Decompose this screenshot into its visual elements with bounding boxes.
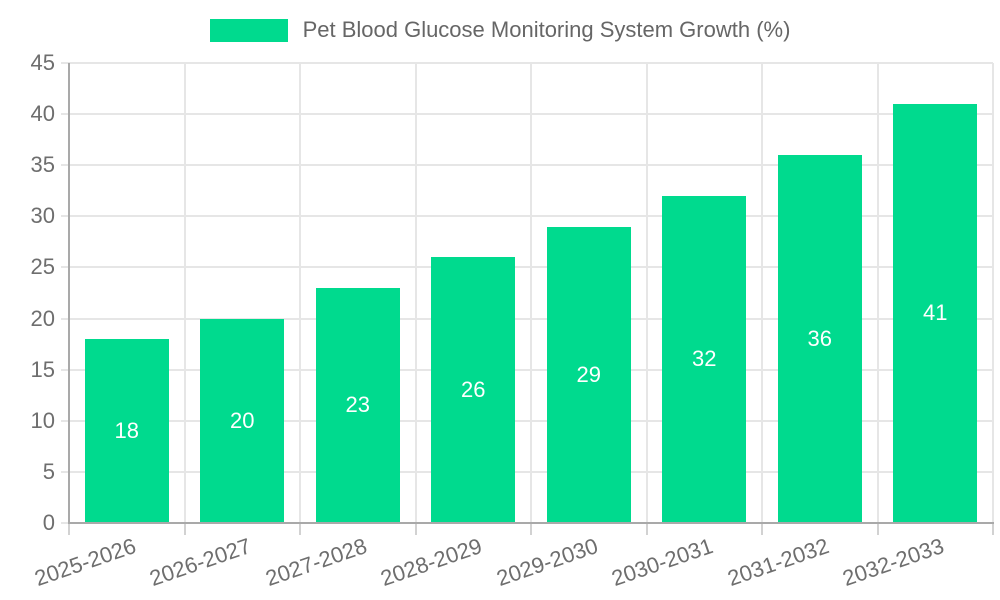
x-tick-mark [992, 523, 994, 535]
bar [315, 287, 400, 523]
legend-swatch [209, 18, 288, 42]
x-tick-label: 2027-2028 [261, 533, 370, 591]
bar [546, 226, 631, 523]
bar-value-label: 29 [576, 361, 601, 387]
h-gridline [61, 164, 993, 167]
y-tick-label: 0 [42, 510, 55, 535]
x-tick-mark [530, 523, 532, 535]
bar [431, 257, 516, 523]
v-gridline [530, 63, 532, 523]
x-tick-mark [299, 523, 301, 535]
v-gridline [645, 63, 648, 523]
x-tick-mark [183, 523, 186, 535]
y-tick-label: 45 [30, 50, 55, 75]
x-tick-label: 2025-2026 [30, 533, 139, 591]
y-axis-line [68, 63, 70, 523]
y-tick-label: 40 [30, 101, 55, 127]
y-tick-label: 15 [30, 356, 55, 382]
x-tick-label: 2028-2029 [377, 533, 486, 591]
h-gridline [61, 317, 993, 320]
x-tick-label: 2031-2032 [723, 533, 832, 591]
x-tick-label: 2026-2027 [146, 533, 255, 591]
h-gridline [61, 470, 993, 473]
legend[interactable]: Pet Blood Glucose Monitoring System Grow… [0, 17, 1000, 43]
v-gridline [992, 63, 994, 523]
x-tick-label: 2032-2033 [839, 533, 948, 591]
y-tick-label: 20 [30, 305, 55, 331]
x-tick-mark [645, 523, 648, 535]
bar-value-label: 18 [114, 418, 139, 443]
x-axis-line [68, 522, 994, 524]
bar-value-label: 26 [461, 377, 486, 403]
bar-value-label: 41 [923, 300, 948, 326]
h-gridline [61, 215, 993, 218]
h-gridline [61, 266, 993, 269]
x-tick-mark [414, 523, 417, 535]
y-tick-label: 5 [42, 458, 55, 484]
v-gridline [876, 63, 879, 523]
x-tick-mark [761, 523, 763, 535]
bar [662, 195, 747, 523]
h-gridline [61, 419, 993, 422]
y-tick-label: 35 [30, 152, 55, 178]
bar-value-label: 32 [692, 346, 717, 372]
x-tick-mark [68, 523, 70, 535]
x-tick-label: 2029-2030 [492, 533, 601, 591]
bar-value-label: 23 [345, 392, 370, 418]
h-gridline [61, 62, 993, 64]
v-gridline [299, 63, 301, 523]
bar [777, 155, 862, 523]
y-tick-label: 30 [30, 203, 55, 229]
bar [84, 339, 169, 523]
x-tick-mark [876, 523, 879, 535]
bar [893, 103, 978, 523]
v-gridline [183, 63, 186, 523]
y-tick-label: 25 [30, 254, 55, 280]
x-tick-label: 2030-2031 [608, 533, 717, 591]
bar-value-label: 36 [807, 326, 832, 351]
legend-label: Pet Blood Glucose Monitoring System Grow… [302, 17, 791, 42]
bar-value-label: 20 [230, 407, 255, 433]
bar [200, 318, 285, 523]
v-gridline [761, 63, 763, 523]
v-gridline [414, 63, 417, 523]
h-gridline [61, 368, 993, 371]
h-gridline [61, 113, 993, 116]
y-tick-label: 10 [30, 407, 55, 433]
